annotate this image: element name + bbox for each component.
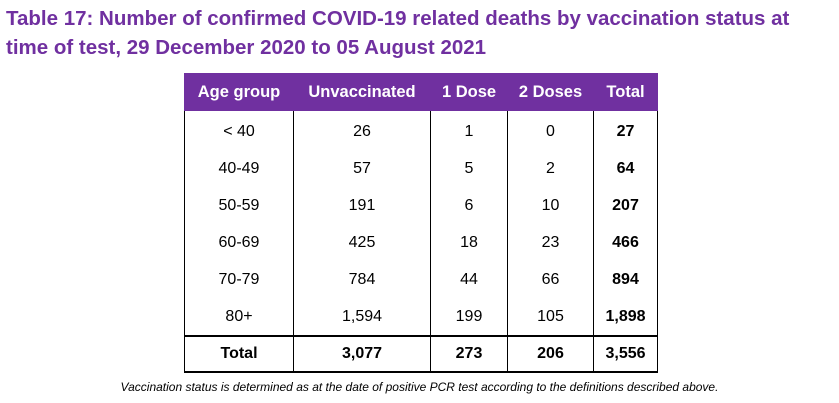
one-dose-cell: 18 (430, 224, 508, 261)
one-dose-cell: 1 (430, 110, 508, 150)
table-row: 70-79 784 44 66 894 (184, 261, 658, 298)
total-cell: 64 (593, 150, 658, 187)
total-total: 3,556 (593, 335, 658, 373)
total-unvaccinated: 3,077 (293, 335, 431, 373)
total-cell: 207 (593, 187, 658, 224)
table-row: < 40 26 1 0 27 (184, 110, 658, 150)
total-cell: 894 (593, 261, 658, 298)
total-cell: 1,898 (593, 298, 658, 336)
unvaccinated-cell: 425 (293, 224, 431, 261)
deaths-by-vaccination-table: Age group Unvaccinated 1 Dose 2 Doses To… (184, 73, 658, 373)
age-group-cell: 50-59 (184, 187, 294, 224)
header-age-group: Age group (184, 73, 294, 111)
total-cell: 27 (593, 110, 658, 150)
two-doses-cell: 2 (507, 150, 594, 187)
two-doses-cell: 0 (507, 110, 594, 150)
table-header-row: Age group Unvaccinated 1 Dose 2 Doses To… (184, 73, 658, 111)
two-doses-cell: 23 (507, 224, 594, 261)
age-group-cell: 40-49 (184, 150, 294, 187)
total-cell: 466 (593, 224, 658, 261)
one-dose-cell: 6 (430, 187, 508, 224)
total-2-doses: 206 (507, 335, 594, 373)
age-group-cell: 80+ (184, 298, 294, 336)
total-label: Total (184, 335, 294, 373)
age-group-cell: 60-69 (184, 224, 294, 261)
two-doses-cell: 66 (507, 261, 594, 298)
two-doses-cell: 10 (507, 187, 594, 224)
header-2-doses: 2 Doses (507, 73, 594, 111)
footnote: Vaccination status is determined as at t… (120, 380, 719, 394)
age-group-cell: < 40 (184, 110, 294, 150)
unvaccinated-cell: 26 (293, 110, 431, 150)
unvaccinated-cell: 191 (293, 187, 431, 224)
age-group-cell: 70-79 (184, 261, 294, 298)
header-unvaccinated: Unvaccinated (293, 73, 431, 111)
one-dose-cell: 44 (430, 261, 508, 298)
header-1-dose: 1 Dose (430, 73, 508, 111)
table-row: 40-49 57 5 2 64 (184, 150, 658, 187)
two-doses-cell: 105 (507, 298, 594, 336)
unvaccinated-cell: 784 (293, 261, 431, 298)
one-dose-cell: 199 (430, 298, 508, 336)
one-dose-cell: 5 (430, 150, 508, 187)
table-row: 50-59 191 6 10 207 (184, 187, 658, 224)
table-total-row: Total 3,077 273 206 3,556 (184, 335, 658, 373)
header-total: Total (593, 73, 658, 111)
table-title: Table 17: Number of confirmed COVID-19 r… (6, 7, 790, 59)
unvaccinated-cell: 1,594 (293, 298, 431, 336)
table-row: 80+ 1,594 199 105 1,898 (184, 298, 658, 336)
unvaccinated-cell: 57 (293, 150, 431, 187)
table-row: 60-69 425 18 23 466 (184, 224, 658, 261)
total-1-dose: 273 (430, 335, 508, 373)
